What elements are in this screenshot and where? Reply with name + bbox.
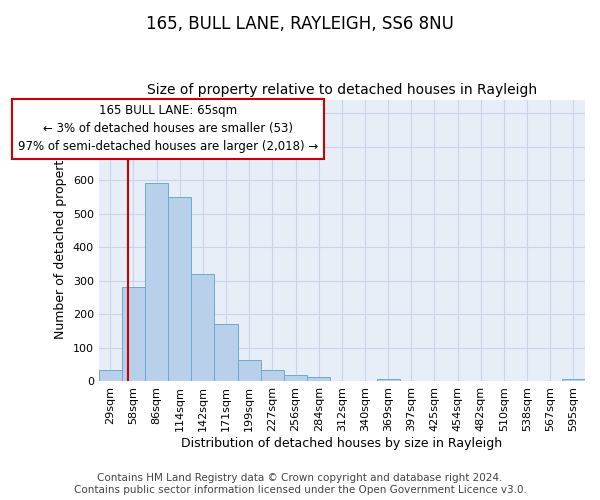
Bar xyxy=(145,183,168,382)
Bar xyxy=(377,379,400,382)
Bar xyxy=(284,374,307,382)
Bar xyxy=(307,378,330,382)
Bar xyxy=(562,379,585,382)
Bar xyxy=(261,370,284,382)
Text: 165 BULL LANE: 65sqm
← 3% of detached houses are smaller (53)
97% of semi-detach: 165 BULL LANE: 65sqm ← 3% of detached ho… xyxy=(18,104,318,154)
Text: Contains HM Land Registry data © Crown copyright and database right 2024.
Contai: Contains HM Land Registry data © Crown c… xyxy=(74,474,526,495)
Bar xyxy=(214,324,238,382)
Y-axis label: Number of detached properties: Number of detached properties xyxy=(54,142,67,339)
Text: 165, BULL LANE, RAYLEIGH, SS6 8NU: 165, BULL LANE, RAYLEIGH, SS6 8NU xyxy=(146,15,454,33)
Bar xyxy=(168,197,191,382)
Bar xyxy=(191,274,214,382)
Title: Size of property relative to detached houses in Rayleigh: Size of property relative to detached ho… xyxy=(147,83,537,97)
Bar xyxy=(122,288,145,382)
Bar xyxy=(98,370,122,382)
X-axis label: Distribution of detached houses by size in Rayleigh: Distribution of detached houses by size … xyxy=(181,437,502,450)
Bar xyxy=(238,360,261,382)
